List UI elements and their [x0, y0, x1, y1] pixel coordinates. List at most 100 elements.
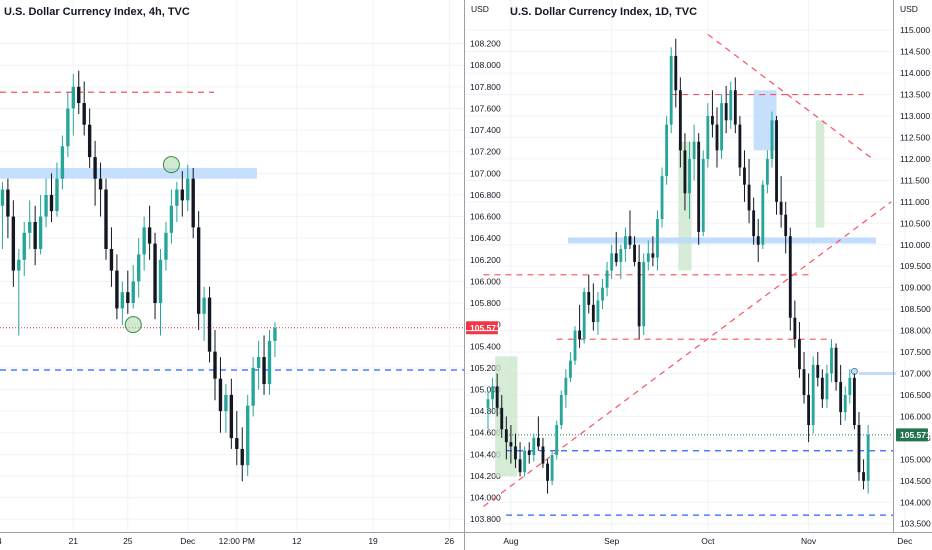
- candle-body: [550, 455, 554, 481]
- time-tick-label: Aug: [503, 536, 518, 546]
- price-tick-label: 104.000: [470, 493, 501, 503]
- candle: [77, 70, 81, 114]
- highlight-circle: [851, 367, 858, 375]
- candle: [213, 330, 217, 401]
- candle: [514, 433, 517, 468]
- candle-body: [22, 232, 26, 260]
- candle: [724, 85, 728, 134]
- candle: [33, 205, 37, 266]
- candle-body: [98, 178, 103, 190]
- candle: [142, 216, 146, 271]
- candle-body: [775, 120, 778, 202]
- price-tick-label: 109.000: [900, 283, 931, 293]
- candle: [857, 412, 861, 481]
- candle: [500, 394, 504, 438]
- price-tick-label: 107.600: [470, 103, 501, 113]
- candle: [17, 248, 21, 336]
- candle-body: [229, 394, 234, 439]
- candle: [28, 200, 32, 249]
- candle-body: [623, 236, 627, 250]
- candle: [834, 343, 838, 391]
- candle: [729, 81, 733, 129]
- chart-pane-4h[interactable]: 108.200 108.000 107.800 107.600 107.400 107.2…: [0, 0, 501, 550]
- candle-body: [486, 399, 490, 408]
- price-tick-label: 113.500: [900, 90, 930, 100]
- candle-body: [77, 86, 81, 104]
- minor-zone: [858, 372, 896, 375]
- candle-body: [191, 178, 195, 228]
- candle-body: [495, 386, 499, 408]
- candle-body: [180, 189, 184, 201]
- candle-body: [724, 103, 728, 121]
- candle-body: [807, 394, 811, 425]
- price-tick-label: 108.200: [470, 39, 501, 49]
- chart-pane-1d[interactable]: 115.000 114.500 114.000 113.500 113.000 112.5…: [465, 0, 932, 546]
- candle-body: [246, 405, 250, 466]
- candle-body: [587, 291, 591, 305]
- candle: [807, 373, 811, 443]
- candle: [523, 446, 527, 477]
- candle: [720, 94, 723, 159]
- price-axis[interactable]: 115.000 114.500 114.000 113.500 113.000 112.5…: [900, 25, 931, 529]
- candle-body: [591, 304, 595, 322]
- candle-body: [683, 150, 687, 194]
- price-tick-label: 104.400: [470, 449, 501, 459]
- candle-body: [175, 189, 179, 206]
- candle: [137, 238, 141, 298]
- candle-body: [678, 90, 682, 151]
- ascending-trendline: [483, 201, 892, 508]
- candle: [0, 181, 5, 249]
- candle-body: [669, 55, 673, 125]
- candle-body: [614, 253, 618, 262]
- candle: [49, 173, 54, 222]
- candle: [866, 425, 870, 494]
- candle: [164, 221, 168, 271]
- candle: [559, 390, 563, 430]
- candle-body: [33, 221, 37, 249]
- candle: [605, 261, 609, 297]
- candle: [587, 274, 591, 314]
- candle: [596, 291, 600, 335]
- candle-body: [784, 214, 788, 237]
- candle-body: [733, 90, 737, 125]
- candle-body: [256, 357, 261, 368]
- candle-body: [738, 124, 742, 168]
- candle-body: [251, 367, 255, 406]
- candle: [536, 416, 540, 451]
- time-tick-label: 25: [123, 536, 133, 546]
- candle: [527, 442, 531, 464]
- candle: [601, 279, 604, 310]
- candle-body: [743, 167, 746, 185]
- time-axis[interactable]: 4 21 25 Dec 12:00 PM 12 19 26: [0, 536, 454, 546]
- candle-body: [518, 459, 522, 473]
- highlight-circle: [162, 156, 180, 174]
- candle: [518, 442, 522, 477]
- time-axis[interactable]: AugSepOctNovDec26: [503, 536, 932, 546]
- candle-body: [825, 373, 829, 400]
- price-tick-label: 106.000: [900, 411, 931, 421]
- candle-body: [267, 340, 272, 385]
- price-tick-label: 112.000: [900, 154, 930, 164]
- candle: [738, 116, 742, 177]
- highlight-circle: [124, 316, 142, 334]
- candle-body: [202, 297, 206, 314]
- price-tick-label: 108.000: [470, 60, 501, 70]
- price-tick-label: 106.800: [470, 190, 501, 200]
- candle: [610, 244, 614, 280]
- candle-body: [546, 463, 549, 481]
- candle: [678, 77, 682, 168]
- candle: [509, 425, 513, 464]
- candle-body: [164, 232, 168, 260]
- candle-body: [816, 364, 820, 378]
- candle-body: [601, 287, 604, 301]
- candle: [839, 364, 843, 425]
- candle: [816, 352, 820, 387]
- resistance-zone: [0, 167, 257, 179]
- candle-body: [153, 243, 157, 304]
- chart-title: U.S. Dollar Currency Index, 1D, TVC: [510, 6, 697, 18]
- candle-body: [830, 347, 833, 374]
- candle: [852, 373, 856, 430]
- candle-body: [628, 236, 632, 245]
- candle: [126, 270, 130, 314]
